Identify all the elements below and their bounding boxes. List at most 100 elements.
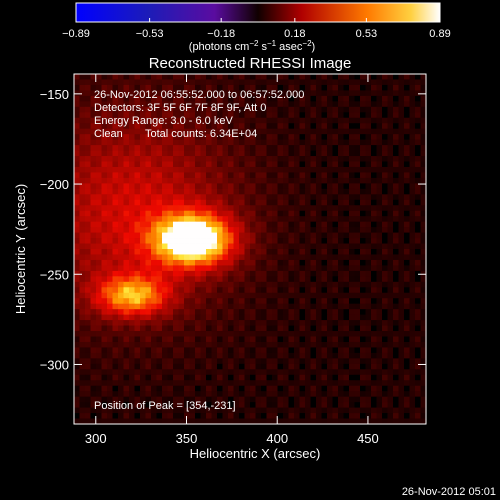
heatmap-cell <box>101 276 108 283</box>
heatmap-cell <box>310 270 317 277</box>
heatmap-cell <box>173 101 179 108</box>
heatmap-cell <box>134 259 141 266</box>
heatmap-cell <box>266 177 273 184</box>
heatmap-cell <box>371 205 377 212</box>
heatmap-cell <box>305 347 311 354</box>
heatmap-cell <box>74 276 80 283</box>
heatmap-cell <box>244 314 251 321</box>
heatmap-cell <box>393 325 399 332</box>
heatmap-cell <box>288 380 295 387</box>
heatmap-cell <box>206 90 212 97</box>
heatmap-cell <box>162 391 168 398</box>
heatmap-cell <box>277 79 284 86</box>
heatmap-cell <box>79 249 86 255</box>
heatmap-cell <box>79 341 86 348</box>
heatmap-cell <box>156 347 163 354</box>
heatmap-cell <box>118 276 124 283</box>
heatmap-cell <box>217 347 223 354</box>
heatmap-cell <box>338 156 344 162</box>
heatmap-cell <box>239 199 245 206</box>
heatmap-cell <box>189 166 196 173</box>
heatmap-cell <box>261 227 267 233</box>
heatmap-cell <box>327 84 333 91</box>
heatmap-cell <box>140 413 146 419</box>
heatmap-cell <box>162 134 168 141</box>
heatmap-cell <box>398 128 405 135</box>
heatmap-cell <box>206 298 212 305</box>
heatmap-cell <box>206 166 212 173</box>
heatmap-cell <box>140 221 146 228</box>
heatmap-cell <box>338 243 344 250</box>
heatmap-cell <box>134 194 141 201</box>
heatmap-cell <box>145 292 152 299</box>
heatmap-cell <box>305 210 311 217</box>
heatmap-cell <box>79 281 86 288</box>
heatmap-cell <box>360 276 366 283</box>
heatmap-cell <box>288 106 295 113</box>
heatmap-cell <box>250 106 256 113</box>
heatmap-cell <box>178 254 185 261</box>
heatmap-cell <box>283 298 289 305</box>
heatmap-cell <box>299 259 306 266</box>
heatmap-cell <box>140 243 146 250</box>
heatmap-cell <box>167 134 174 141</box>
heatmap-cell <box>173 238 179 244</box>
heatmap-cell <box>266 188 273 195</box>
heatmap-cell <box>327 150 333 157</box>
heatmap-cell <box>101 336 108 343</box>
heatmap-cell <box>376 380 383 387</box>
heatmap-cell <box>90 385 97 392</box>
heatmap-cell <box>101 101 108 108</box>
heatmap-cell <box>349 418 355 425</box>
heatmap-cell <box>360 199 366 206</box>
heatmap-cell <box>382 413 388 419</box>
heatmap-cell <box>338 303 344 310</box>
heatmap-cell <box>134 112 141 119</box>
heatmap-cell <box>343 314 350 321</box>
heatmap-cell <box>310 79 317 86</box>
heatmap-cell <box>178 336 185 343</box>
heatmap-cell <box>338 341 344 348</box>
heatmap-cell <box>74 336 80 343</box>
heatmap-cell <box>107 150 113 157</box>
heatmap-cell <box>129 90 135 97</box>
heatmap-cell <box>283 385 289 392</box>
heatmap-cell <box>255 123 262 130</box>
heatmap-cell <box>261 374 267 381</box>
heatmap-cell <box>398 210 405 217</box>
heatmap-cell <box>266 374 273 381</box>
heatmap-cell <box>283 254 289 261</box>
heatmap-cell <box>255 194 262 201</box>
heatmap-cell <box>156 210 163 217</box>
heatmap-cell <box>371 74 377 80</box>
heatmap-cell <box>217 331 223 337</box>
heatmap-cell <box>189 74 196 80</box>
heatmap-cell <box>112 79 119 86</box>
heatmap-cell <box>134 227 141 233</box>
heatmap-cell <box>404 341 410 348</box>
heatmap-cell <box>393 79 399 86</box>
heatmap-cell <box>338 352 344 359</box>
heatmap-cell <box>189 336 196 343</box>
heatmap-cell <box>376 216 383 223</box>
heatmap-cell <box>211 287 218 294</box>
heatmap-cell <box>90 134 97 141</box>
heatmap-cell <box>299 336 306 343</box>
heatmap-cell <box>376 402 383 408</box>
heatmap-cell <box>206 281 212 288</box>
heatmap-cell <box>211 166 218 173</box>
heatmap-cell <box>409 95 416 102</box>
heatmap-cell <box>206 145 212 151</box>
heatmap-cell <box>79 298 86 305</box>
heatmap-cell <box>173 374 179 381</box>
heatmap-cell <box>299 363 306 370</box>
heatmap-cell <box>145 385 152 392</box>
heatmap-cell <box>206 227 212 233</box>
heatmap-cell <box>338 90 344 97</box>
heatmap-cell <box>195 79 201 86</box>
heatmap-cell <box>233 314 240 321</box>
heatmap-cell <box>200 139 207 146</box>
heatmap-cell <box>118 320 124 326</box>
heatmap-cell <box>261 352 267 359</box>
heatmap-cell <box>305 402 311 408</box>
